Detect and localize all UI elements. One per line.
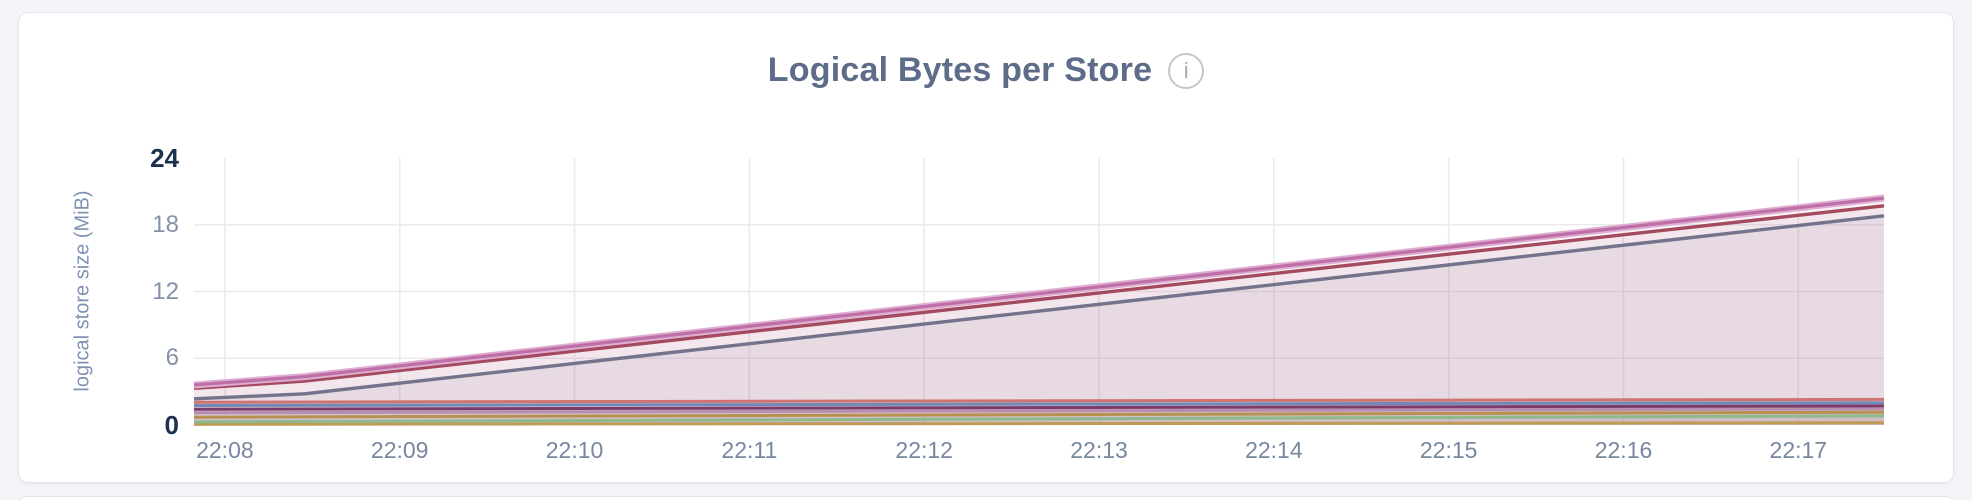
series-area-store-slate: [194, 215, 1884, 425]
x-tick-label-22:15: 22:15: [1419, 437, 1478, 463]
x-axis-tick-labels: 22:08 22:09 22:10 22:11 22:12 22:13 22:14 22:15…: [194, 437, 1884, 469]
y-tick-label-6: 6: [165, 344, 179, 372]
chart-svg: [193, 158, 1885, 426]
chart-title: Logical Bytes per Store: [767, 51, 1153, 89]
series-line-store-blue: [193, 401, 1885, 408]
x-tick-label-22:10: 22:10: [545, 437, 604, 463]
y-tick-label-12: 12: [152, 277, 179, 305]
series-area-store-maroon: [194, 205, 1884, 425]
x-tick-label-22:14: 22:14: [1245, 437, 1303, 463]
x-tick-label-22:11: 22:11: [721, 437, 778, 463]
x-tick-label-22:09: 22:09: [370, 437, 429, 463]
y-tick-label-18: 18: [152, 210, 179, 238]
series-line-store-orchid: [193, 196, 1885, 387]
chart-plot-area[interactable]: [193, 158, 1885, 426]
x-tick-label-22:13: 22:13: [1070, 437, 1128, 463]
series-line-store-maroon: [193, 204, 1885, 390]
series-line-store-salmon: [193, 397, 1885, 404]
y-tick-label-24: 24: [150, 143, 179, 173]
series-line-store-mauve: [193, 407, 1885, 415]
chart-card: Logical Bytes per Store i logical store …: [18, 12, 1954, 483]
y-axis-tick-labels: 24 18 12 6 0: [19, 143, 179, 440]
y-tick-label-0: 0: [164, 410, 179, 440]
series-line-store-slate: [193, 214, 1885, 401]
chart-header: Logical Bytes per Store i: [19, 51, 1953, 90]
x-tick-label-22:17: 22:17: [1769, 437, 1828, 463]
series-line-store-tan: [193, 410, 1885, 419]
series-line-store-magenta: [193, 404, 1885, 411]
x-tick-label-22:08: 22:08: [196, 437, 254, 463]
series-line-store-green: [193, 414, 1885, 424]
series-line-store-tan-low: [193, 421, 1885, 426]
x-tick-label-22:12: 22:12: [895, 437, 953, 463]
next-card-top-edge: [18, 496, 1954, 500]
info-circle-icon[interactable]: i: [1168, 52, 1205, 89]
x-tick-label-22:16: 22:16: [1594, 437, 1653, 463]
